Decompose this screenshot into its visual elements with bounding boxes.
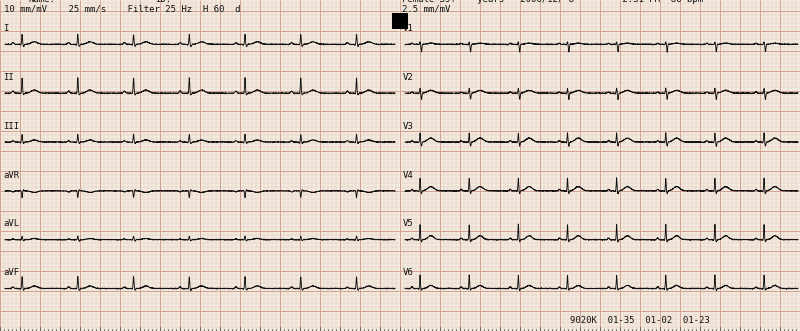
Text: 9020K  01-35  01-02  01-23: 9020K 01-35 01-02 01-23 bbox=[570, 316, 710, 325]
Text: V1: V1 bbox=[403, 24, 414, 33]
Text: 10 mm/mV    25 mm/s    Filter 25 Hz  H 60  d: 10 mm/mV 25 mm/s Filter 25 Hz H 60 d bbox=[4, 4, 241, 13]
Text: V5: V5 bbox=[403, 219, 414, 228]
Text: Female 35+    years   2006/12/ 8         2:31 PM  86 bpm: Female 35+ years 2006/12/ 8 2:31 PM 86 b… bbox=[402, 0, 703, 4]
Text: Name:: Name: bbox=[28, 0, 55, 4]
Text: III: III bbox=[3, 122, 19, 131]
Text: aVR: aVR bbox=[3, 170, 19, 179]
Text: V4: V4 bbox=[403, 170, 414, 179]
Text: I: I bbox=[3, 24, 8, 33]
Text: aVL: aVL bbox=[3, 219, 19, 228]
Text: aVF: aVF bbox=[3, 268, 19, 277]
Text: V2: V2 bbox=[403, 73, 414, 82]
Bar bbox=[392, 13, 408, 29]
Text: II: II bbox=[3, 73, 14, 82]
Text: ID:: ID: bbox=[155, 0, 171, 4]
Text: V6: V6 bbox=[403, 268, 414, 277]
Text: 2.5 mm/mV: 2.5 mm/mV bbox=[402, 4, 450, 13]
Text: V3: V3 bbox=[403, 122, 414, 131]
